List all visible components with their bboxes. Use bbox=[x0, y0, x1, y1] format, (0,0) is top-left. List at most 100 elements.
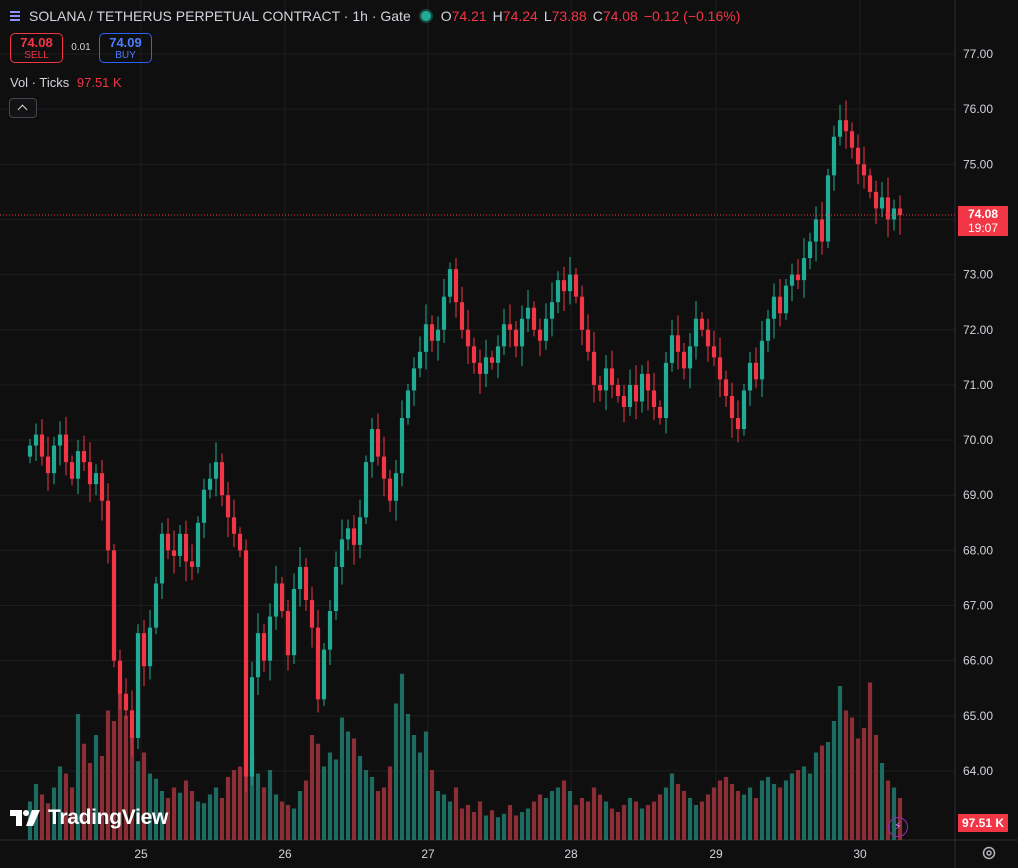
symbol-title[interactable]: SOLANA / TETHERUS PERPETUAL CONTRACT · 1… bbox=[29, 8, 411, 24]
volume-bar bbox=[333, 759, 339, 840]
price-tick-label: 71.00 bbox=[963, 378, 993, 392]
volume-bar bbox=[63, 773, 69, 840]
candle-body bbox=[645, 373, 651, 391]
candle-body bbox=[423, 324, 429, 352]
candle-body bbox=[669, 335, 675, 363]
collapse-legend-button[interactable] bbox=[9, 98, 37, 118]
volume-bar bbox=[315, 743, 321, 840]
chevron-up-icon bbox=[17, 104, 28, 115]
volume-bar bbox=[459, 808, 465, 840]
candle-body bbox=[861, 164, 867, 176]
candle-body bbox=[57, 434, 63, 446]
candle-body bbox=[483, 357, 489, 374]
volume-bar bbox=[147, 773, 153, 840]
price-axis[interactable]: 64.00 65.00 66.00 67.00 68.00 69.00 70.00 71.00… bbox=[963, 47, 993, 778]
candle-body bbox=[459, 302, 465, 330]
candle-body bbox=[681, 351, 687, 369]
volume-bar bbox=[75, 714, 81, 840]
volume-legend[interactable]: Vol · Ticks 97.51 K bbox=[10, 75, 122, 90]
candle-body bbox=[243, 550, 249, 777]
volume-bar bbox=[321, 766, 327, 840]
candle-body bbox=[207, 478, 213, 490]
candle-body bbox=[429, 324, 435, 341]
candle-body bbox=[897, 208, 903, 216]
candle-body bbox=[825, 175, 831, 242]
volume-bar bbox=[609, 808, 615, 840]
volume-bar bbox=[657, 794, 663, 840]
candle-body bbox=[435, 329, 441, 341]
candle-body bbox=[333, 566, 339, 612]
volume-bar bbox=[297, 791, 303, 840]
candle-body bbox=[249, 677, 255, 777]
candle-body bbox=[231, 517, 237, 534]
candle-body bbox=[135, 633, 141, 738]
time-tick-label: 29 bbox=[709, 847, 723, 861]
tradingview-logo: TradingView bbox=[10, 806, 168, 830]
candle-body bbox=[27, 445, 33, 457]
volume-bar bbox=[447, 801, 453, 840]
candle-body bbox=[759, 340, 765, 380]
status-dot-icon bbox=[420, 11, 431, 21]
candle-body bbox=[843, 120, 849, 132]
volume-bar bbox=[675, 784, 681, 840]
candle-body bbox=[573, 274, 579, 297]
volume-bar bbox=[849, 717, 855, 840]
volume-bar bbox=[825, 742, 831, 840]
volume-bar bbox=[573, 805, 579, 840]
sell-label: SELL bbox=[24, 50, 49, 61]
last-price-value: 74.08 bbox=[967, 207, 999, 221]
time-tick-label: 27 bbox=[421, 847, 435, 861]
candle-body bbox=[63, 434, 69, 463]
candle-body bbox=[123, 693, 129, 711]
ohlc-close: C74.08 bbox=[592, 8, 638, 24]
time-axis[interactable]: 25 26 27 28 29 30 bbox=[134, 847, 867, 861]
tradingview-logo-text: TradingView bbox=[48, 806, 169, 829]
candle-body bbox=[687, 346, 693, 369]
candle-body bbox=[381, 456, 387, 479]
volume-bar bbox=[795, 770, 801, 840]
volume-bar bbox=[153, 778, 159, 840]
candle-body bbox=[129, 710, 135, 738]
candle-body bbox=[141, 633, 147, 667]
volume-bar bbox=[429, 770, 435, 840]
price-tick-label: 64.00 bbox=[963, 764, 993, 778]
candle-body bbox=[513, 329, 519, 347]
candle-body bbox=[261, 633, 267, 661]
candle-body bbox=[369, 429, 375, 463]
candle-body bbox=[375, 429, 381, 457]
volume-bar bbox=[663, 787, 669, 840]
volume-bar bbox=[837, 686, 843, 840]
volume-bar bbox=[129, 736, 135, 840]
lightning-icon[interactable]: ⚡ bbox=[888, 817, 908, 837]
candle-body bbox=[657, 406, 663, 419]
candle-body bbox=[255, 633, 261, 678]
volume-bar bbox=[855, 738, 861, 840]
time-tick-label: 30 bbox=[853, 847, 867, 861]
candle-body bbox=[453, 269, 459, 303]
candle-body bbox=[813, 219, 819, 242]
candle-body bbox=[849, 131, 855, 148]
volume-bar bbox=[393, 703, 399, 840]
buy-price: 74.09 bbox=[109, 35, 142, 50]
volume-bar bbox=[687, 798, 693, 840]
volume-bar bbox=[561, 780, 567, 840]
volume-bar bbox=[705, 794, 711, 840]
volume-bar bbox=[273, 794, 279, 840]
hamburger-icon[interactable] bbox=[10, 11, 22, 21]
candle-body bbox=[777, 296, 783, 314]
price-tick-label: 65.00 bbox=[963, 709, 993, 723]
candle-body bbox=[525, 307, 531, 319]
candle-body bbox=[837, 120, 843, 137]
candle-body bbox=[603, 368, 609, 391]
volume-bar bbox=[177, 792, 183, 840]
volume-bar bbox=[267, 770, 273, 840]
buy-button[interactable]: 74.09 BUY bbox=[99, 33, 152, 63]
candle-body bbox=[789, 274, 795, 286]
gear-icon[interactable] bbox=[981, 845, 997, 861]
candle-body bbox=[327, 611, 333, 650]
volume-bar bbox=[363, 770, 369, 840]
candle-body bbox=[111, 550, 117, 661]
sell-button[interactable]: 74.08 SELL bbox=[10, 33, 63, 63]
